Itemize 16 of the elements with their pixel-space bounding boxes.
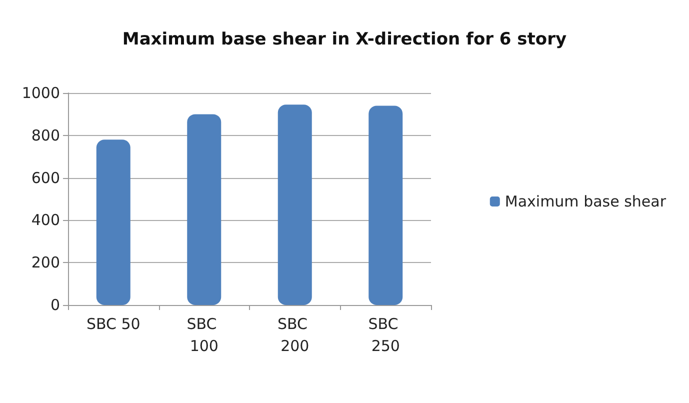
x-tick-label: SBC 50 [86,315,140,333]
y-tick-label: 200 [31,254,60,272]
bar [187,114,222,305]
chart-title: Maximum base shear in X-direction for 6 story [122,30,567,50]
x-tick-label: SBC 100 [186,315,222,355]
y-tick-label: 1000 [22,84,60,102]
y-tick-label: 600 [31,168,60,187]
y-tick-label: 0 [50,296,60,314]
y-tick-label: 400 [31,211,60,230]
bar [368,106,403,305]
y-tick-label: 800 [31,126,60,144]
legend-label: Maximum base shear [504,192,667,210]
x-tick-label: SBC 200 [277,315,312,355]
bar [278,104,312,305]
x-tick-label: SBC 250 [368,315,404,355]
bar [96,140,130,305]
